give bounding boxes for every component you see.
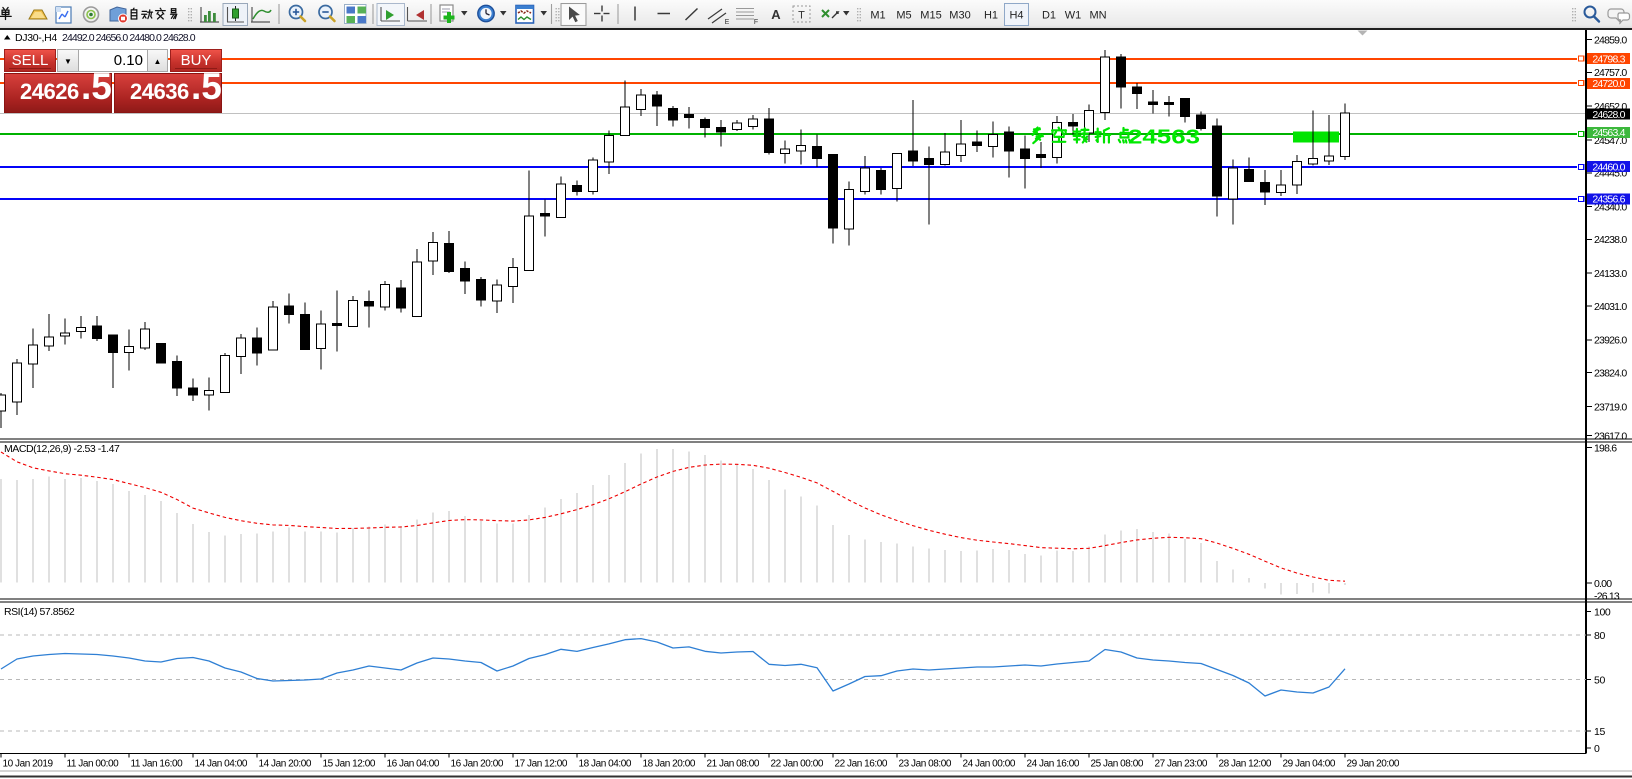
svg-text:24460.0: 24460.0 [1592, 161, 1625, 173]
svg-text:10 Jan 2019: 10 Jan 2019 [3, 759, 54, 770]
svg-text:MN: MN [1089, 10, 1106, 22]
svg-text:29 Jan 04:00: 29 Jan 04:00 [1283, 759, 1336, 770]
svg-text:198.6: 198.6 [1594, 442, 1617, 454]
svg-text:0.00: 0.00 [1594, 578, 1612, 590]
svg-text:22 Jan 16:00: 22 Jan 16:00 [835, 759, 888, 770]
svg-text:24031.0: 24031.0 [1594, 301, 1627, 313]
svg-text:A: A [771, 7, 781, 22]
svg-text:15: 15 [1594, 726, 1605, 738]
svg-text:D1: D1 [1042, 10, 1056, 22]
svg-text:23617.0: 23617.0 [1594, 430, 1627, 442]
svg-text:E: E [725, 19, 730, 26]
svg-text:24563.4: 24563.4 [1592, 127, 1625, 139]
svg-text:15 Jan 12:00: 15 Jan 12:00 [323, 759, 376, 770]
svg-text:F: F [754, 19, 758, 26]
svg-text:24492.0 24656.0 24480.0 24628.: 24492.0 24656.0 24480.0 24628.0 [62, 32, 196, 44]
svg-text:W1: W1 [1065, 10, 1082, 22]
svg-text:24563: 24563 [1128, 127, 1200, 149]
svg-text:MACD(12,26,9) -2.53 -1.47: MACD(12,26,9) -2.53 -1.47 [4, 443, 120, 455]
svg-text:14 Jan 20:00: 14 Jan 20:00 [259, 759, 312, 770]
svg-text:27 Jan 23:00: 27 Jan 23:00 [1155, 759, 1208, 770]
svg-text:23719.0: 23719.0 [1594, 401, 1627, 413]
svg-text:DJ30-,H4: DJ30-,H4 [15, 32, 57, 44]
svg-text:T: T [798, 10, 805, 22]
svg-text:18 Jan 20:00: 18 Jan 20:00 [643, 759, 696, 770]
svg-text:24 Jan 16:00: 24 Jan 16:00 [1027, 759, 1080, 770]
svg-text:16 Jan 04:00: 16 Jan 04:00 [387, 759, 440, 770]
svg-text:24238.0: 24238.0 [1594, 234, 1627, 246]
svg-text:RSI(14) 57.8562: RSI(14) 57.8562 [4, 606, 75, 618]
svg-text:21 Jan 08:00: 21 Jan 08:00 [707, 759, 760, 770]
svg-text:0: 0 [1594, 743, 1600, 755]
svg-text:28 Jan 12:00: 28 Jan 12:00 [1219, 759, 1272, 770]
svg-text:24859.0: 24859.0 [1594, 34, 1627, 46]
svg-text:-26.13: -26.13 [1594, 590, 1620, 602]
svg-text:24133.0: 24133.0 [1594, 268, 1627, 280]
svg-text:M15: M15 [920, 10, 941, 22]
svg-text:24798.3: 24798.3 [1592, 53, 1625, 65]
svg-text:25 Jan 08:00: 25 Jan 08:00 [1091, 759, 1144, 770]
svg-text:11 Jan 00:00: 11 Jan 00:00 [67, 759, 120, 770]
svg-text:14 Jan 04:00: 14 Jan 04:00 [195, 759, 248, 770]
svg-text:M1: M1 [870, 10, 885, 22]
svg-text:16 Jan 20:00: 16 Jan 20:00 [451, 759, 504, 770]
svg-text:22 Jan 00:00: 22 Jan 00:00 [771, 759, 824, 770]
svg-text:100: 100 [1594, 606, 1611, 618]
svg-text:24356.6: 24356.6 [1592, 194, 1625, 206]
svg-text:50: 50 [1594, 675, 1605, 687]
svg-text:11 Jan 16:00: 11 Jan 16:00 [131, 759, 184, 770]
svg-text:18 Jan 04:00: 18 Jan 04:00 [579, 759, 632, 770]
svg-text:M30: M30 [949, 10, 970, 22]
svg-text:24757.0: 24757.0 [1594, 67, 1627, 79]
svg-text:23824.0: 23824.0 [1594, 368, 1627, 380]
svg-text:17 Jan 12:00: 17 Jan 12:00 [515, 759, 568, 770]
svg-text:80: 80 [1594, 630, 1605, 642]
svg-text:23 Jan 08:00: 23 Jan 08:00 [899, 759, 952, 770]
svg-text:H1: H1 [984, 10, 998, 22]
svg-text:H4: H4 [1009, 10, 1023, 22]
svg-text:24720.0: 24720.0 [1592, 78, 1625, 90]
svg-text:23926.0: 23926.0 [1594, 335, 1627, 347]
svg-text:24628.0: 24628.0 [1592, 109, 1625, 121]
svg-text:24 Jan 00:00: 24 Jan 00:00 [963, 759, 1016, 770]
svg-text:29 Jan 20:00: 29 Jan 20:00 [1347, 759, 1400, 770]
svg-text:M5: M5 [896, 10, 911, 22]
